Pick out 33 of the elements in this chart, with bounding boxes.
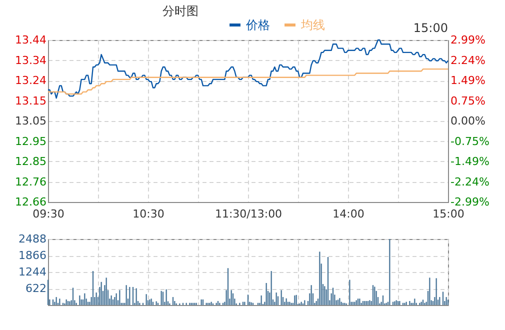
- y2-tick-label: 0.00%: [450, 114, 486, 128]
- y-tick-label: 622: [26, 282, 46, 295]
- y2-tick-label: 1.49%: [450, 74, 486, 87]
- x-tick-label: 09:30: [32, 208, 64, 220]
- y-tick-label: 13.24: [15, 74, 46, 87]
- y2-tick-label: -2.99%: [450, 196, 490, 208]
- y2-tick-label: 0.75%: [450, 94, 486, 108]
- x-tick-label: 10:30: [132, 208, 164, 220]
- x-tick-label: 11:30/13:00: [214, 208, 282, 220]
- y-tick-label: 13.05: [15, 114, 46, 128]
- y2-tick-label: 2.99%: [450, 34, 486, 46]
- y2-tick-label: -2.24%: [450, 175, 490, 188]
- line-series: [47, 39, 449, 99]
- y-tick-label: 12.66: [15, 196, 46, 208]
- y2-tick-label: -0.75%: [450, 134, 490, 148]
- x-tick-label: 14:00: [332, 208, 364, 220]
- text: 15:00: [413, 21, 448, 35]
- y-tick-label: 13.15: [15, 94, 46, 108]
- y2-tick-label: 2.24%: [450, 54, 486, 67]
- y-tick-label: 13.34: [15, 54, 46, 67]
- y-tick-label: 1244: [18, 266, 46, 278]
- y-tick-label: 12.76: [15, 175, 46, 188]
- x-tick-label: 15:00: [432, 208, 464, 220]
- y-tick-label: 13.44: [15, 34, 46, 46]
- y2-tick-label: -1.49%: [450, 155, 490, 168]
- y-tick-label: 2488: [18, 232, 46, 246]
- y-tick-label: 12.85: [15, 155, 46, 168]
- legend-label: 均线: [300, 18, 325, 32]
- y-tick-label: 1866: [18, 249, 46, 262]
- chart-title: 分时图: [162, 4, 199, 18]
- legend-label: 价格: [245, 18, 270, 32]
- y-tick-label: 12.95: [15, 134, 46, 148]
- line-series: [47, 68, 449, 95]
